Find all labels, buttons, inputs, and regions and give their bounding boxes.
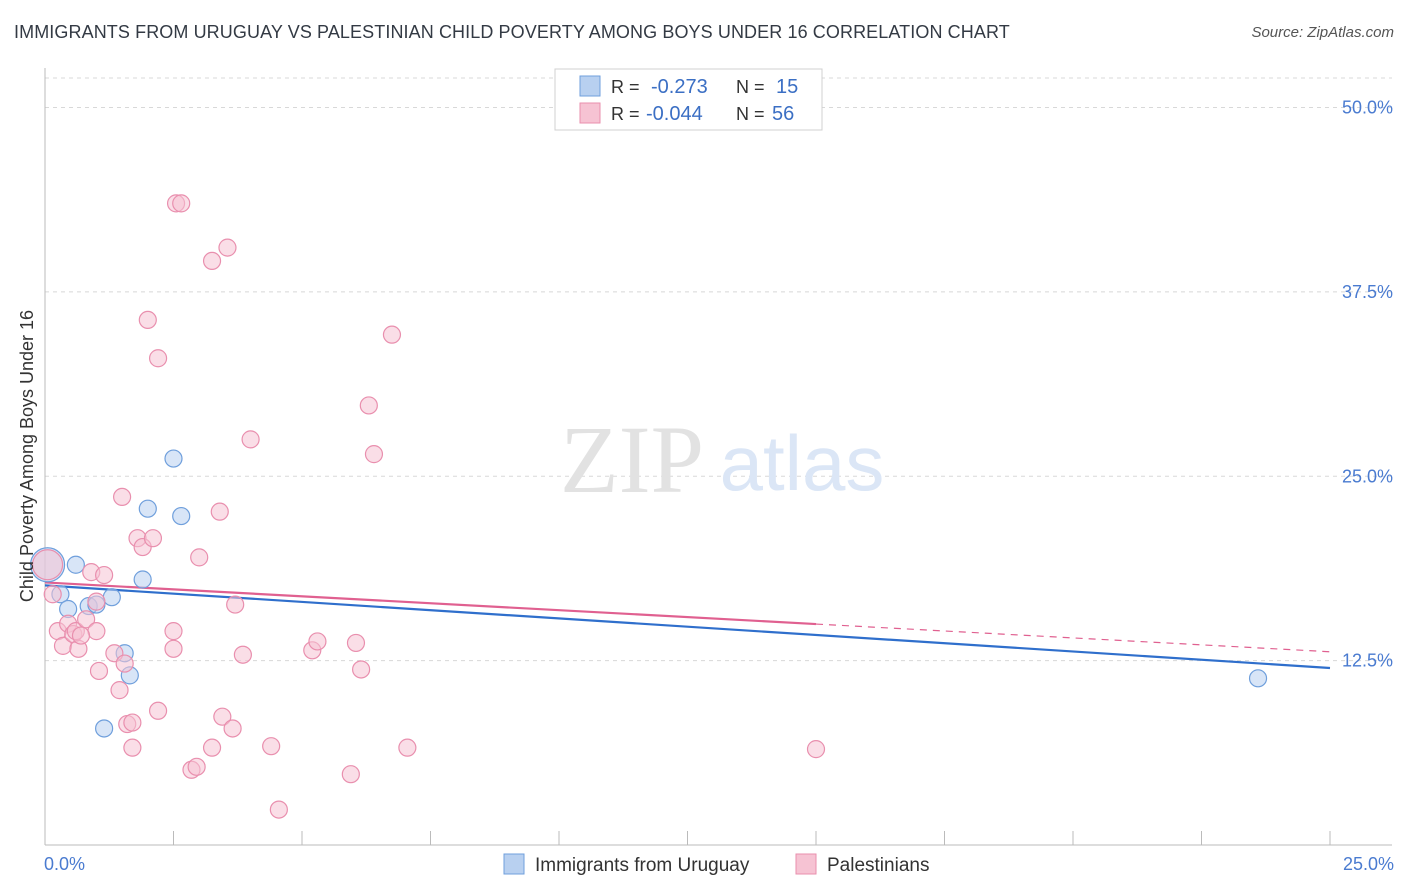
- blue-point-3: [66, 555, 85, 574]
- watermark: ZIP atlas: [560, 406, 884, 513]
- pink-point-55: [71, 626, 91, 645]
- pink-point-38: [218, 238, 237, 257]
- bottom-legend-swatch-pink: [795, 853, 817, 875]
- chart-source: Source: ZipAtlas.com: [1251, 24, 1394, 41]
- y-tick-label-0: 12.5%: [1342, 651, 1393, 671]
- grid-lines: [45, 77, 1392, 662]
- pink-point-10: [87, 592, 106, 611]
- legend-n-label-2: N =: [736, 104, 765, 124]
- bottom-legend-label-palestinians: Palestinians: [827, 855, 929, 876]
- x-tick-label-max: 25.0%: [1343, 854, 1394, 874]
- blue-point-13: [164, 449, 183, 468]
- watermark-atlas: atlas: [720, 419, 885, 507]
- pink-point-25: [138, 310, 157, 329]
- legend-box: R = -0.273 N = 15 R = -0.044 N = 56: [554, 68, 823, 131]
- y-tick-label-2: 37.5%: [1342, 282, 1393, 302]
- pink-point-19: [112, 487, 132, 506]
- pink-point-53: [398, 738, 417, 757]
- data-points: [29, 194, 1268, 819]
- pink-point-24: [123, 713, 142, 732]
- chart-title: IMMIGRANTS FROM URUGUAY VS PALESTINIAN C…: [14, 22, 1010, 42]
- pink-trend-line: [44, 581, 817, 626]
- pink-point-47: [341, 765, 360, 784]
- pink-point-44: [269, 800, 288, 819]
- legend-r-label-2: R =: [611, 104, 640, 124]
- pink-point-1: [43, 585, 62, 604]
- pink-point-33: [190, 548, 209, 567]
- pink-point-41: [233, 645, 252, 664]
- blue-point-6: [102, 588, 121, 607]
- pink-point-28: [164, 639, 183, 658]
- pink-point-0: [31, 549, 64, 581]
- pink-point-15: [110, 681, 129, 700]
- blue-point-14: [1248, 669, 1268, 688]
- pink-point-51: [364, 445, 384, 464]
- pink-point-30: [172, 194, 191, 213]
- legend-n-value-1: 15: [776, 76, 798, 98]
- legend-r-value-1: -0.273: [651, 76, 708, 98]
- blue-point-11: [138, 499, 157, 518]
- y-axis-label: Child Poverty Among Boys Under 16: [17, 310, 37, 602]
- blue-trend-line: [44, 584, 1331, 670]
- pink-point-37: [213, 707, 232, 726]
- legend-n-value-2: 56: [772, 103, 794, 125]
- blue-point-12: [172, 506, 191, 526]
- legend-swatch-blue: [579, 75, 601, 97]
- pink-point-42: [241, 430, 260, 449]
- pink-point-27: [164, 622, 183, 641]
- bottom-legend-label-uruguay: Immigrants from Uruguay: [535, 855, 750, 876]
- axes: [44, 68, 1392, 846]
- legend-n-label-1: N =: [736, 77, 765, 97]
- pink-point-40: [226, 595, 245, 614]
- pink-point-54: [806, 740, 826, 759]
- pink-point-22: [143, 529, 163, 548]
- bottom-legend: Immigrants from Uruguay Palestinians: [503, 853, 929, 876]
- pink-point-49: [352, 660, 371, 679]
- x-tick-label-min: 0.0%: [44, 854, 85, 874]
- pink-point-18: [123, 738, 142, 757]
- pink-point-12: [89, 661, 109, 681]
- pink-point-34: [202, 251, 222, 270]
- pink-point-46: [308, 632, 327, 651]
- trend-lines: [44, 581, 1331, 670]
- blue-point-9: [95, 719, 114, 738]
- pink-point-23: [148, 701, 168, 720]
- pink-point-43: [262, 737, 281, 756]
- watermark-zip: ZIP: [560, 406, 704, 513]
- legend-swatch-pink: [579, 102, 601, 124]
- bottom-legend-swatch-blue: [503, 853, 525, 875]
- pink-point-50: [359, 396, 378, 415]
- pink-point-11: [87, 622, 106, 641]
- pink-point-32: [187, 757, 206, 776]
- pink-trend-line-dashed: [815, 623, 1331, 653]
- pink-point-26: [148, 349, 168, 368]
- legend-r-label-1: R =: [611, 77, 640, 97]
- pink-point-48: [346, 633, 366, 653]
- pink-point-52: [382, 325, 402, 344]
- y-tick-label-1: 25.0%: [1342, 466, 1393, 486]
- pink-point-8: [77, 610, 96, 629]
- pink-point-16: [115, 654, 134, 673]
- blue-point-10: [133, 570, 152, 589]
- legend-r-value-2: -0.044: [646, 103, 703, 125]
- tick-labels: 12.5% 25.0% 37.5% 50.0% 0.0% 25.0%: [44, 98, 1394, 875]
- pink-point-35: [202, 738, 222, 757]
- pink-point-36: [210, 502, 229, 521]
- pink-point-39: [223, 719, 242, 738]
- pink-point-13: [95, 565, 114, 585]
- y-tick-label-3: 50.0%: [1342, 98, 1393, 118]
